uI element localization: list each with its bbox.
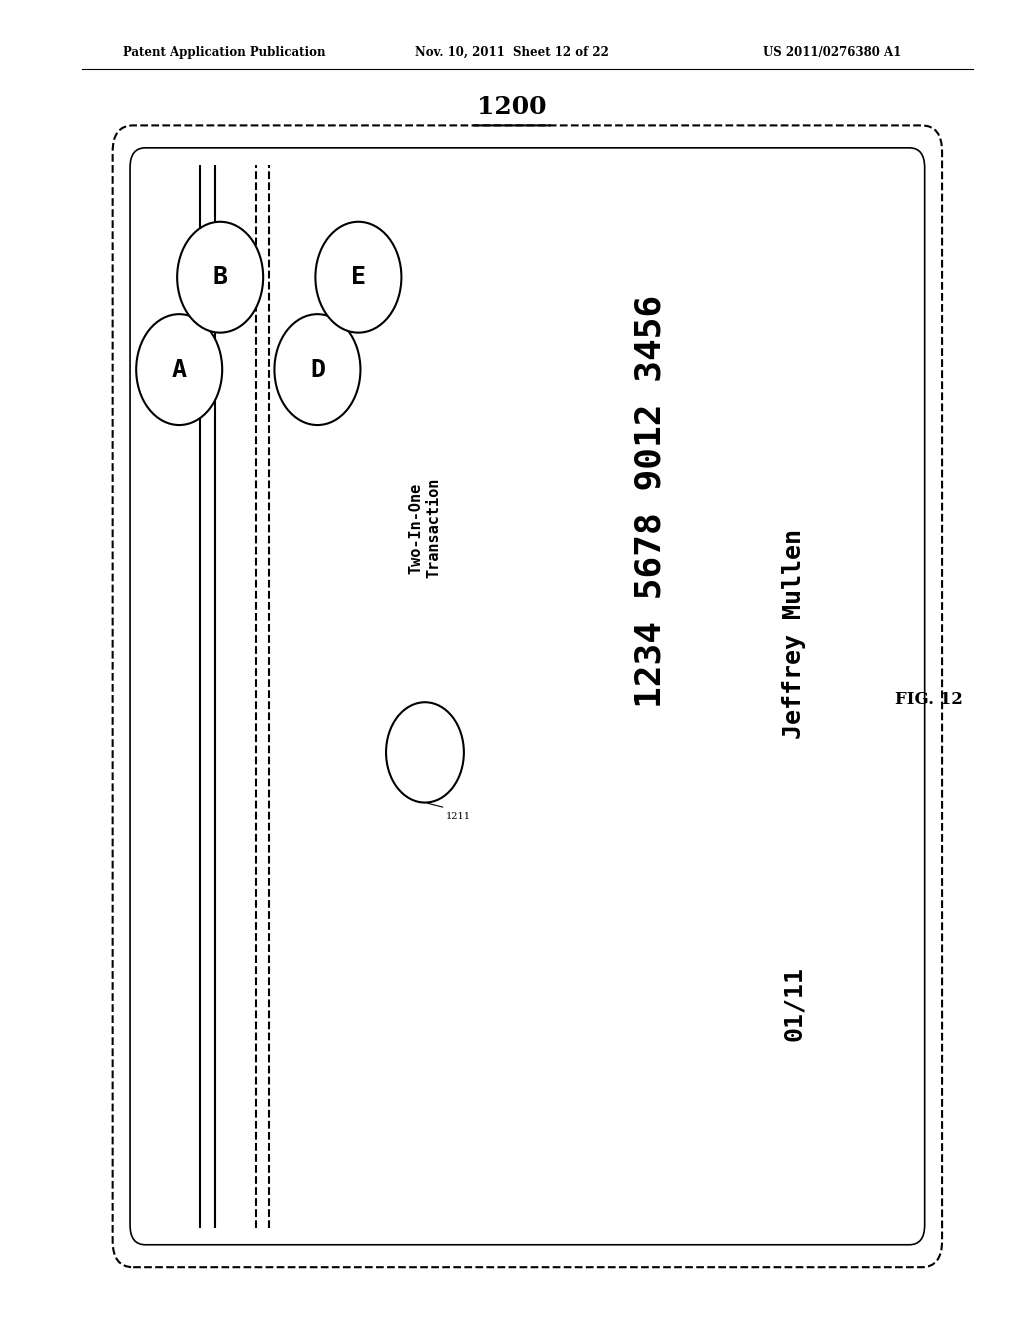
Circle shape [274,314,360,425]
Text: E: E [351,265,366,289]
Text: 01/11: 01/11 [781,966,806,1040]
Circle shape [177,222,263,333]
Circle shape [386,702,464,803]
Text: US 2011/0276380 A1: US 2011/0276380 A1 [763,46,901,59]
Text: FIG. 12: FIG. 12 [895,692,963,708]
Text: A: A [172,358,186,381]
Text: Nov. 10, 2011  Sheet 12 of 22: Nov. 10, 2011 Sheet 12 of 22 [415,46,609,59]
Text: 1200: 1200 [477,95,547,119]
Text: 1234 5678 9012 3456: 1234 5678 9012 3456 [633,294,668,709]
Text: 1211: 1211 [445,812,470,821]
FancyBboxPatch shape [113,125,942,1267]
Text: Two-In-One
Transaction: Two-In-One Transaction [409,478,441,578]
Text: B: B [213,265,227,289]
Circle shape [136,314,222,425]
FancyBboxPatch shape [130,148,925,1245]
Text: Patent Application Publication: Patent Application Publication [123,46,326,59]
Circle shape [315,222,401,333]
Text: D: D [310,358,325,381]
Text: Jeffrey Mullen: Jeffrey Mullen [781,528,806,739]
